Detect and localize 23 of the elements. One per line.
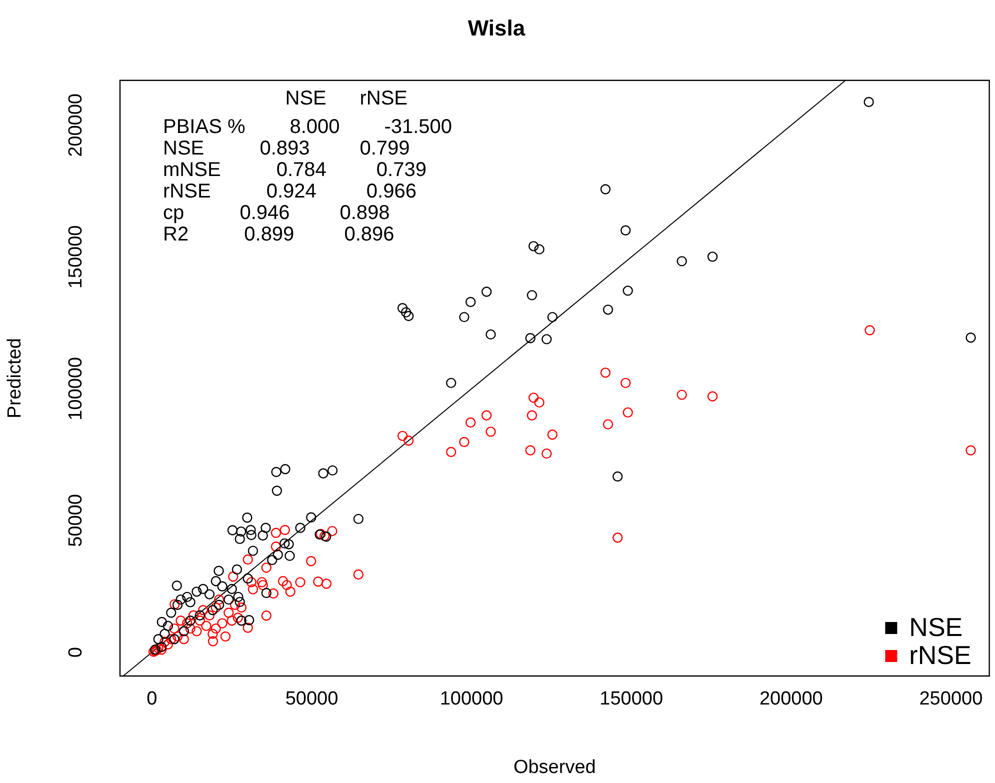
annotation: mNSE 0.784 0.739 [163,158,426,181]
annotation: NSE 0.893 0.799 [163,137,410,160]
y-tick-label: 100000 [66,357,87,420]
y-tick-label: 0 [66,646,87,658]
x-tick-label: 150000 [600,688,664,710]
x-tick-label: 50000 [285,688,338,710]
legend-label: NSE [909,612,963,642]
y-axis-title: Predicted [4,338,26,418]
annotation: NSE rNSE [163,87,408,110]
annotation: R2 0.899 0.896 [163,223,394,246]
annotation: rNSE 0.924 0.966 [163,180,416,202]
x-tick-label: 200000 [759,688,823,710]
x-tick-label: 0 [146,688,158,710]
annotation: cp 0.946 0.898 [163,202,390,224]
y-tick-label: 150000 [66,225,87,289]
chart-title: Wisla [468,15,526,40]
x-axis-title: Observed [513,756,596,778]
legend-label: rNSE [909,640,972,670]
x-tick-label: 250000 [919,688,983,710]
y-tick-label: 200000 [66,94,87,157]
y-tick-label: 50000 [66,494,87,547]
x-tick-label: 100000 [440,688,504,710]
annotation: PBIAS % 8.000 -31.500 [163,116,452,138]
